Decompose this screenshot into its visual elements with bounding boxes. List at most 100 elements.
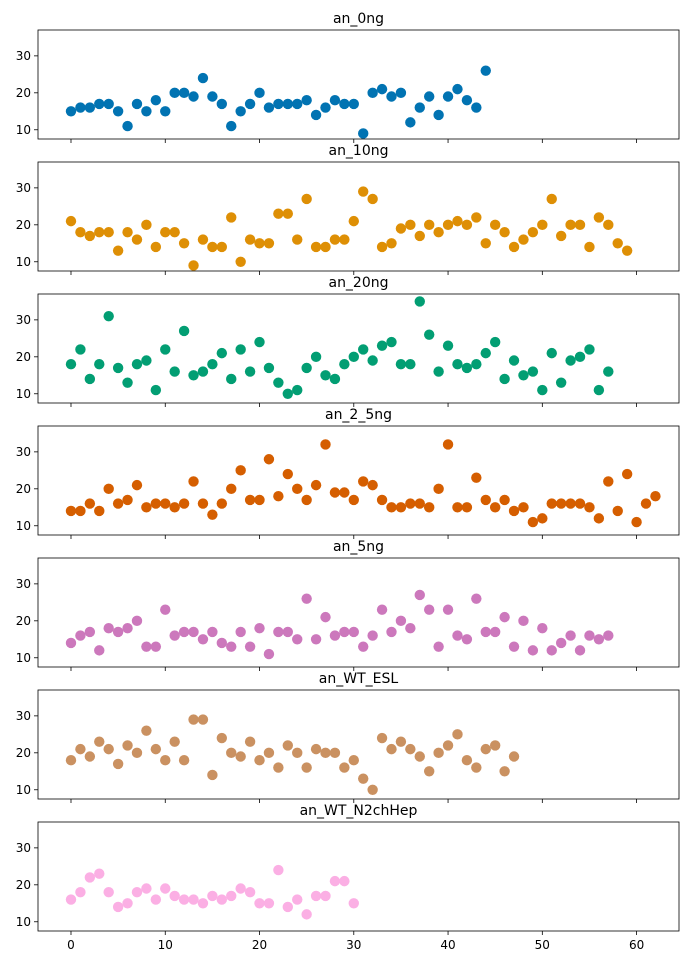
data-point: [188, 626, 199, 638]
data-point: [423, 329, 435, 340]
panel-title: an_WT_N2chHep: [300, 803, 418, 819]
data-point: [367, 784, 378, 795]
data-point: [537, 219, 548, 231]
data-point: [65, 505, 77, 517]
data-point: [329, 95, 341, 106]
data-point: [584, 344, 595, 355]
data-point: [84, 872, 96, 883]
data-point: [433, 483, 444, 495]
data-point: [197, 366, 209, 377]
data-point: [339, 359, 350, 370]
data-point: [160, 755, 171, 766]
data-point: [584, 630, 595, 641]
data-point: [612, 238, 623, 249]
data-point: [178, 626, 190, 638]
data-point: [160, 604, 171, 615]
data-point: [348, 351, 359, 363]
y-tick-label: 10: [16, 387, 31, 401]
data-point: [650, 491, 661, 502]
data-point: [310, 109, 322, 121]
data-point: [263, 238, 275, 249]
data-point: [480, 494, 491, 506]
data-point: [537, 513, 548, 524]
data-point: [141, 502, 152, 513]
data-point: [131, 887, 143, 898]
data-point: [565, 630, 576, 641]
data-point: [442, 340, 454, 351]
data-point: [197, 234, 209, 245]
data-point: [640, 498, 652, 509]
y-tick-label: 10: [16, 255, 31, 269]
data-point: [452, 729, 463, 740]
data-point: [226, 373, 237, 385]
data-point: [329, 630, 341, 641]
data-point: [263, 747, 275, 759]
data-point: [584, 502, 595, 513]
data-point: [112, 626, 124, 638]
data-point: [75, 227, 86, 238]
data-point: [593, 634, 605, 645]
data-point: [282, 901, 294, 913]
data-point: [103, 310, 114, 322]
data-point: [471, 762, 482, 773]
data-point: [442, 604, 454, 615]
data-point: [603, 476, 614, 487]
data-point: [329, 234, 341, 245]
y-tick-label: 10: [16, 123, 31, 137]
data-point: [244, 887, 256, 898]
data-point: [122, 623, 133, 634]
y-tick-label: 20: [16, 878, 31, 892]
data-point: [621, 468, 633, 480]
data-point: [348, 494, 359, 506]
data-point: [65, 106, 77, 117]
data-point: [461, 95, 473, 106]
plot-area-frame: [37, 425, 680, 536]
data-point: [414, 589, 425, 601]
data-point: [216, 894, 228, 905]
y-tick-label: 10: [16, 519, 31, 533]
data-point: [244, 98, 256, 110]
data-point: [310, 479, 322, 491]
data-point: [94, 868, 105, 879]
data-point: [160, 498, 171, 509]
data-point: [122, 377, 133, 388]
data-point: [329, 487, 341, 498]
panel-title: an_2_5ng: [325, 407, 392, 423]
data-point: [244, 641, 256, 652]
panel-title: an_WT_ESL: [319, 671, 399, 687]
data-point: [480, 743, 491, 755]
data-point: [273, 762, 284, 773]
data-point: [178, 238, 190, 249]
data-point: [386, 238, 397, 249]
data-point: [188, 714, 199, 725]
data-point: [273, 377, 284, 388]
data-point: [188, 370, 199, 381]
data-point: [471, 593, 482, 604]
y-tick-label: 10: [16, 915, 31, 929]
data-point: [131, 359, 143, 370]
data-point: [301, 593, 312, 604]
data-point: [461, 755, 473, 766]
data-point: [386, 336, 397, 348]
data-point: [197, 714, 209, 725]
data-point: [216, 98, 228, 110]
data-point: [103, 887, 114, 898]
data-point: [112, 106, 124, 117]
data-point: [423, 91, 435, 102]
x-tick-label: 50: [535, 938, 550, 952]
y-tick-label: 10: [16, 783, 31, 797]
data-point: [555, 498, 567, 509]
data-point: [499, 373, 510, 385]
data-point: [471, 472, 482, 483]
data-point: [329, 373, 341, 385]
data-point: [141, 725, 152, 736]
data-point: [169, 890, 180, 902]
data-point: [254, 494, 265, 506]
data-point: [358, 344, 369, 355]
data-point: [367, 630, 378, 641]
data-point: [169, 366, 180, 377]
data-point: [367, 87, 378, 99]
data-point: [65, 359, 77, 370]
panel-title: an_20ng: [328, 275, 388, 291]
